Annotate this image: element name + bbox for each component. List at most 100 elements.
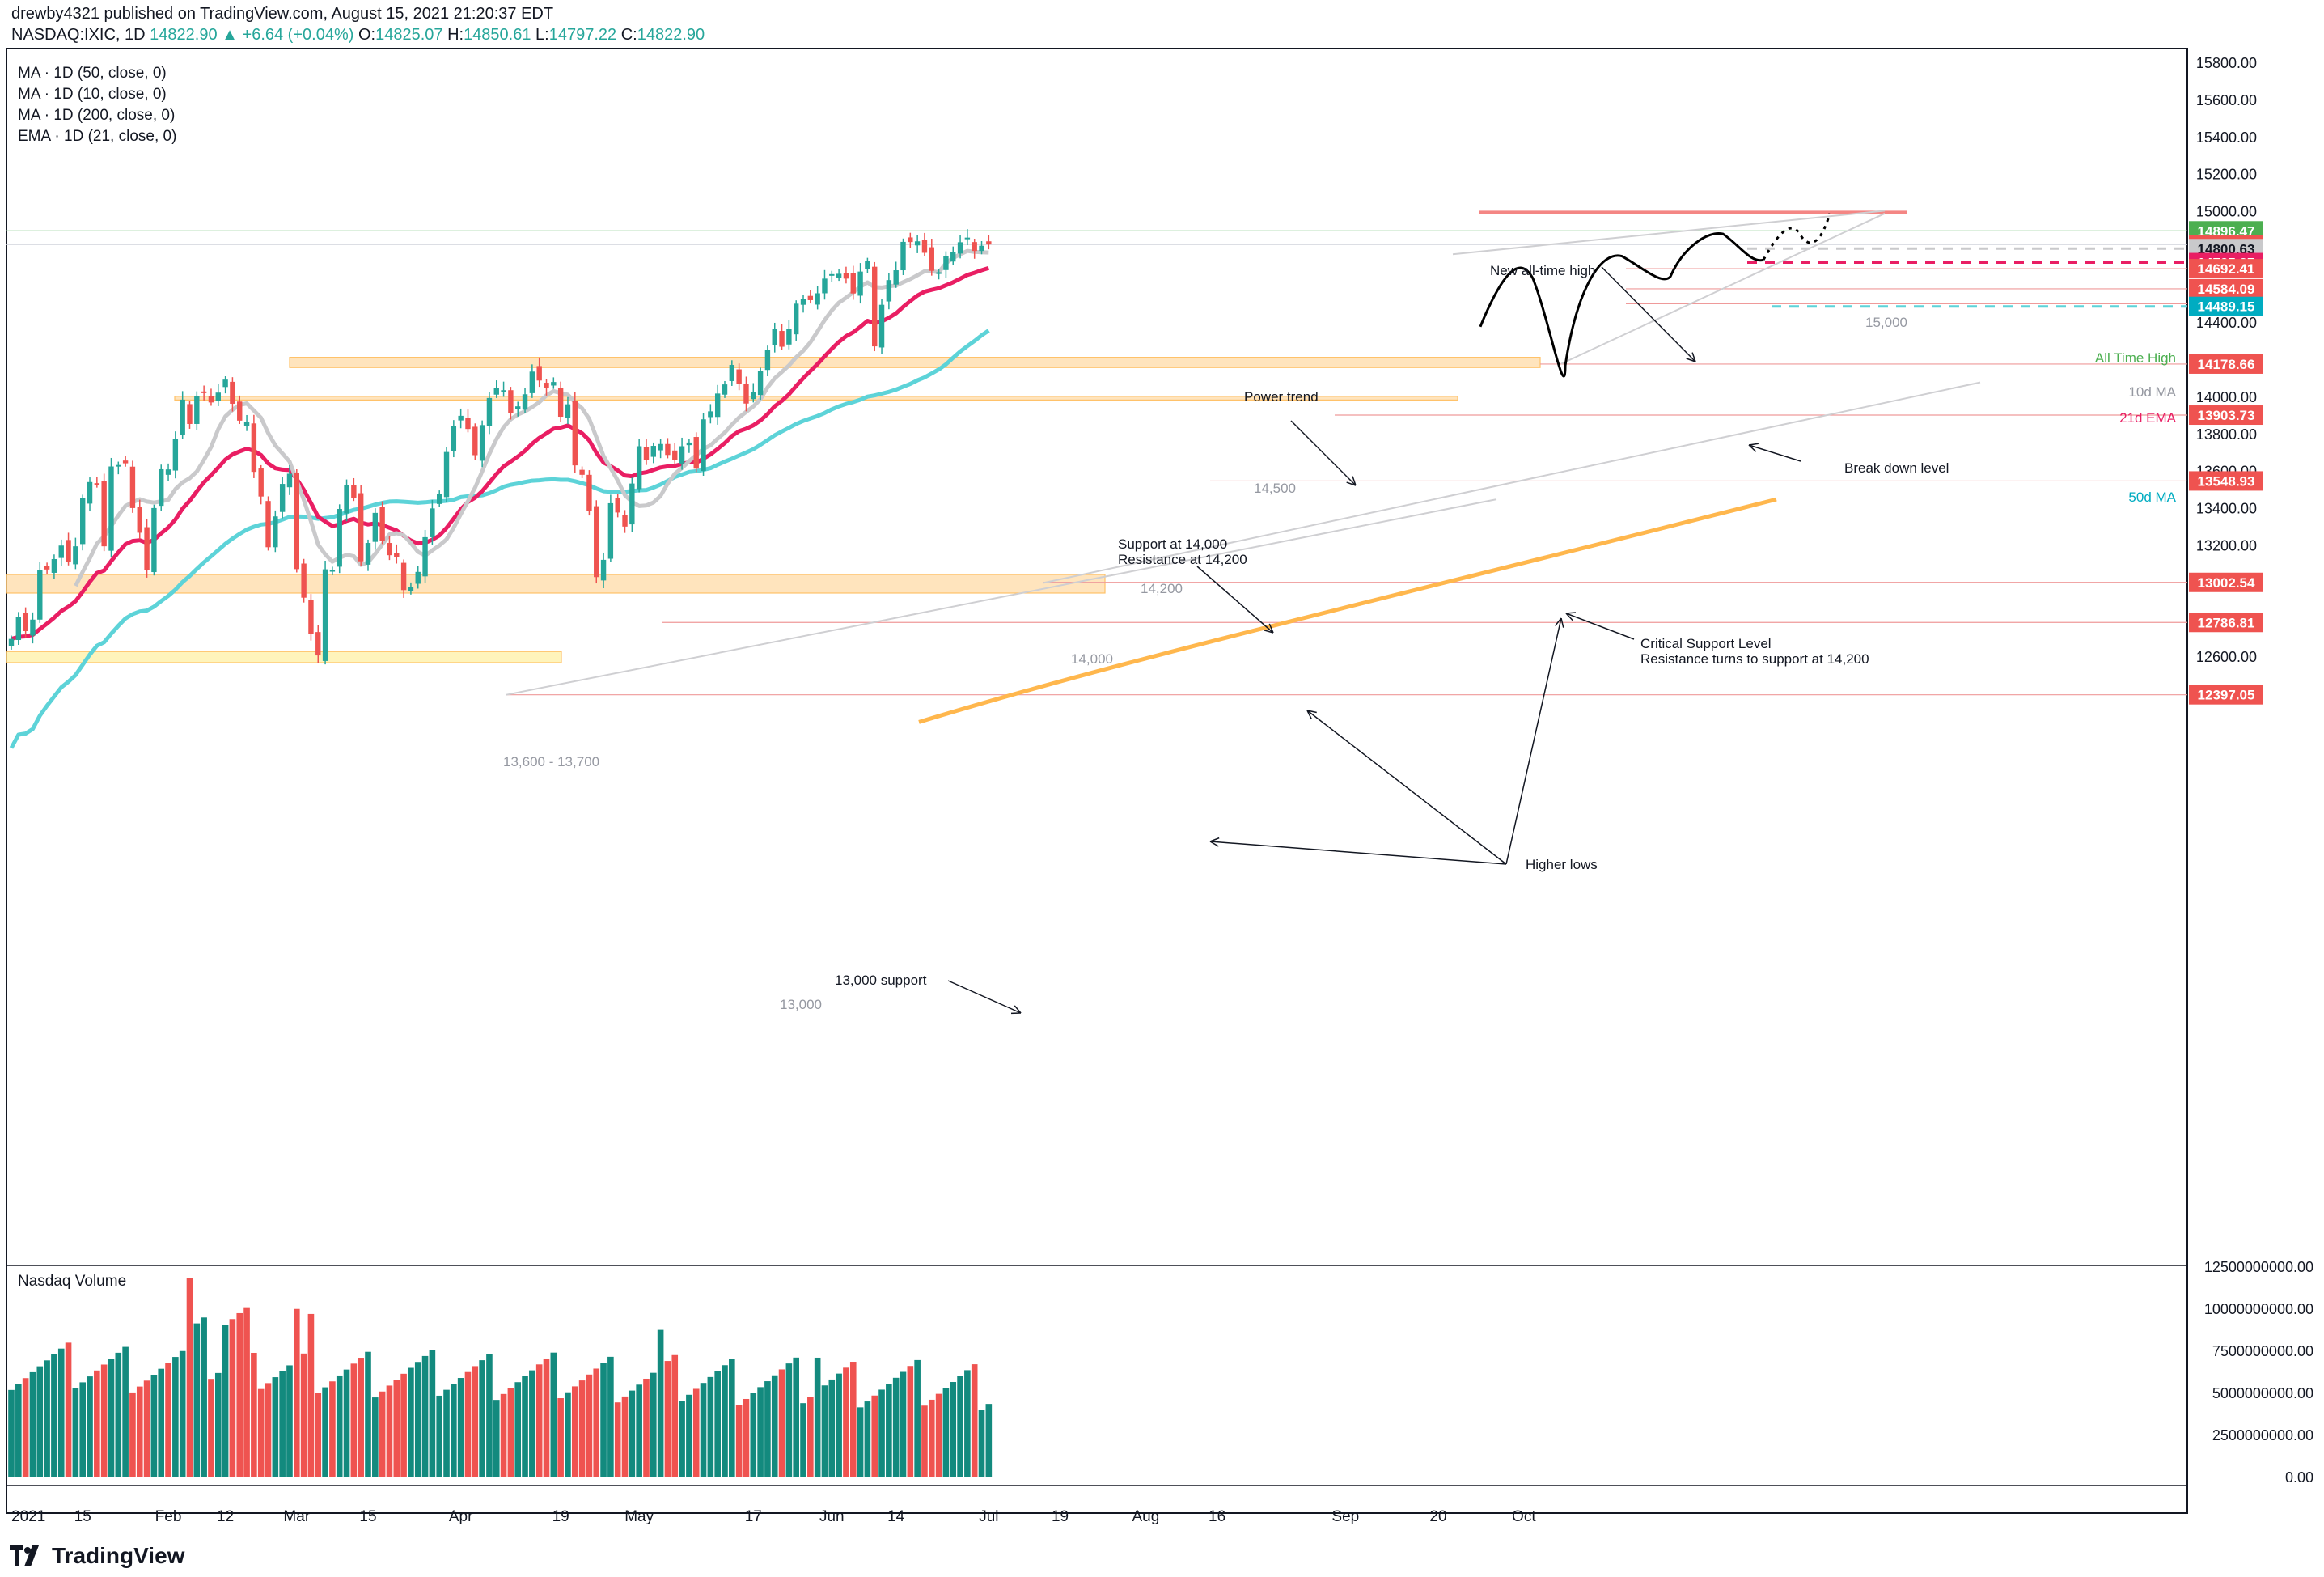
price-badge xyxy=(2189,259,2263,279)
time-tick: Jul xyxy=(979,1508,998,1525)
volume-bar xyxy=(757,1387,764,1477)
volume-bar xyxy=(578,1380,586,1477)
candle-body xyxy=(159,468,164,507)
candle-body xyxy=(430,508,435,537)
candle-body xyxy=(714,393,721,418)
volume-bar xyxy=(743,1398,750,1477)
candle-body xyxy=(315,632,321,656)
candles-layer xyxy=(8,229,992,665)
candle-body xyxy=(172,439,179,471)
candle-body xyxy=(579,469,585,475)
volume-bar xyxy=(607,1356,614,1477)
volume-bar xyxy=(36,1366,44,1477)
candle-body xyxy=(208,396,214,403)
volume-bar xyxy=(72,1388,79,1477)
level-14500-label: 14,500 xyxy=(1254,481,1296,496)
volume-bar xyxy=(214,1372,222,1477)
volume-bar xyxy=(529,1370,535,1477)
volume-bar xyxy=(493,1400,500,1477)
volume-bar xyxy=(750,1393,757,1477)
candle-body xyxy=(751,392,756,400)
candle-body xyxy=(557,388,564,418)
candle-body xyxy=(286,473,293,488)
candle-body xyxy=(23,613,28,631)
candle-body xyxy=(914,241,921,246)
price-badge xyxy=(2189,572,2263,592)
arrow-head xyxy=(1554,617,1564,628)
volume-bar xyxy=(372,1397,379,1477)
price-badge xyxy=(2189,471,2263,491)
candle-body xyxy=(37,570,43,620)
candle-body xyxy=(273,516,278,548)
candle-body xyxy=(693,437,699,469)
volume-bar xyxy=(172,1357,179,1477)
volume-axis: 12500000000.00 10000000000.00 7500000000.0… xyxy=(2204,1259,2313,1486)
volume-bar xyxy=(535,1364,543,1477)
volume-bar xyxy=(985,1404,993,1477)
volume-bar xyxy=(44,1360,50,1477)
price-badge xyxy=(2189,405,2263,426)
annotation-arrow xyxy=(1505,617,1562,865)
trend-line xyxy=(1452,210,1886,256)
candle-body xyxy=(701,419,706,472)
volume-bar xyxy=(900,1371,907,1477)
price-tick: 15600.00 xyxy=(2196,92,2257,108)
annotation-arrow xyxy=(1196,566,1274,634)
candle-body xyxy=(337,509,342,567)
resistance-14200-label: Resistance at 14,200 xyxy=(1118,552,1247,567)
annotation-arrow xyxy=(1306,710,1507,865)
drawings-layer xyxy=(947,213,1831,1015)
legend-ma10[interactable]: MA · 1D (10, close, 0) xyxy=(18,86,167,103)
arrow-head xyxy=(1264,623,1274,634)
candle-body xyxy=(857,271,863,296)
time-tick: 19 xyxy=(1052,1508,1069,1525)
high-value: 14850.61 xyxy=(464,26,531,44)
volume-bar xyxy=(251,1352,257,1477)
candle-body xyxy=(108,466,114,551)
candle-body xyxy=(465,418,471,430)
volume-bar xyxy=(464,1371,472,1477)
volume-bar xyxy=(729,1359,735,1477)
time-tick: 12 xyxy=(217,1508,234,1525)
volume-bar xyxy=(522,1376,528,1477)
volume-bar xyxy=(886,1384,892,1477)
price-badge-text: 14692.41 xyxy=(2198,261,2255,277)
volume-bar xyxy=(257,1388,265,1477)
candle-body xyxy=(458,415,464,421)
candle-body xyxy=(301,563,307,598)
power-trend-label: Power trend xyxy=(1244,389,1319,405)
candle-body xyxy=(394,553,400,557)
volume-legend[interactable]: Nasdaq Volume xyxy=(18,1273,127,1290)
projection-drawing xyxy=(1762,213,1831,261)
open-label: O: xyxy=(358,26,376,44)
level-13000-label: 13,000 xyxy=(780,997,822,1012)
volume-bar xyxy=(764,1381,771,1477)
legend-ma200[interactable]: MA · 1D (200, close, 0) xyxy=(18,107,176,124)
volume-bar xyxy=(735,1405,743,1477)
candle-body xyxy=(536,366,542,381)
volume-bar xyxy=(279,1371,286,1477)
candle-body xyxy=(850,273,856,294)
volume-bar xyxy=(800,1403,806,1477)
volume-bar xyxy=(621,1396,629,1477)
candle-body xyxy=(636,446,642,490)
candle-body xyxy=(722,384,728,395)
volume-bar xyxy=(243,1307,250,1477)
volume-bar xyxy=(443,1389,450,1477)
candle-body xyxy=(865,261,870,269)
volume-bar xyxy=(942,1388,950,1477)
arrow-head xyxy=(1686,352,1696,362)
candle-body xyxy=(230,381,235,404)
candle-body xyxy=(15,617,22,641)
arrow-head xyxy=(1748,443,1759,452)
candle-body xyxy=(908,237,913,243)
candle-body xyxy=(565,404,571,418)
legend-ma50[interactable]: MA · 1D (50, close, 0) xyxy=(18,65,167,82)
legend-ema21[interactable]: EMA · 1D (21, close, 0) xyxy=(18,128,177,145)
low-label: L: xyxy=(535,26,549,44)
volume-bar xyxy=(928,1399,935,1477)
price-tick: 15000.00 xyxy=(2196,204,2257,220)
tradingview-logo[interactable]: TradingView xyxy=(10,1541,184,1571)
candle-body xyxy=(137,507,142,533)
